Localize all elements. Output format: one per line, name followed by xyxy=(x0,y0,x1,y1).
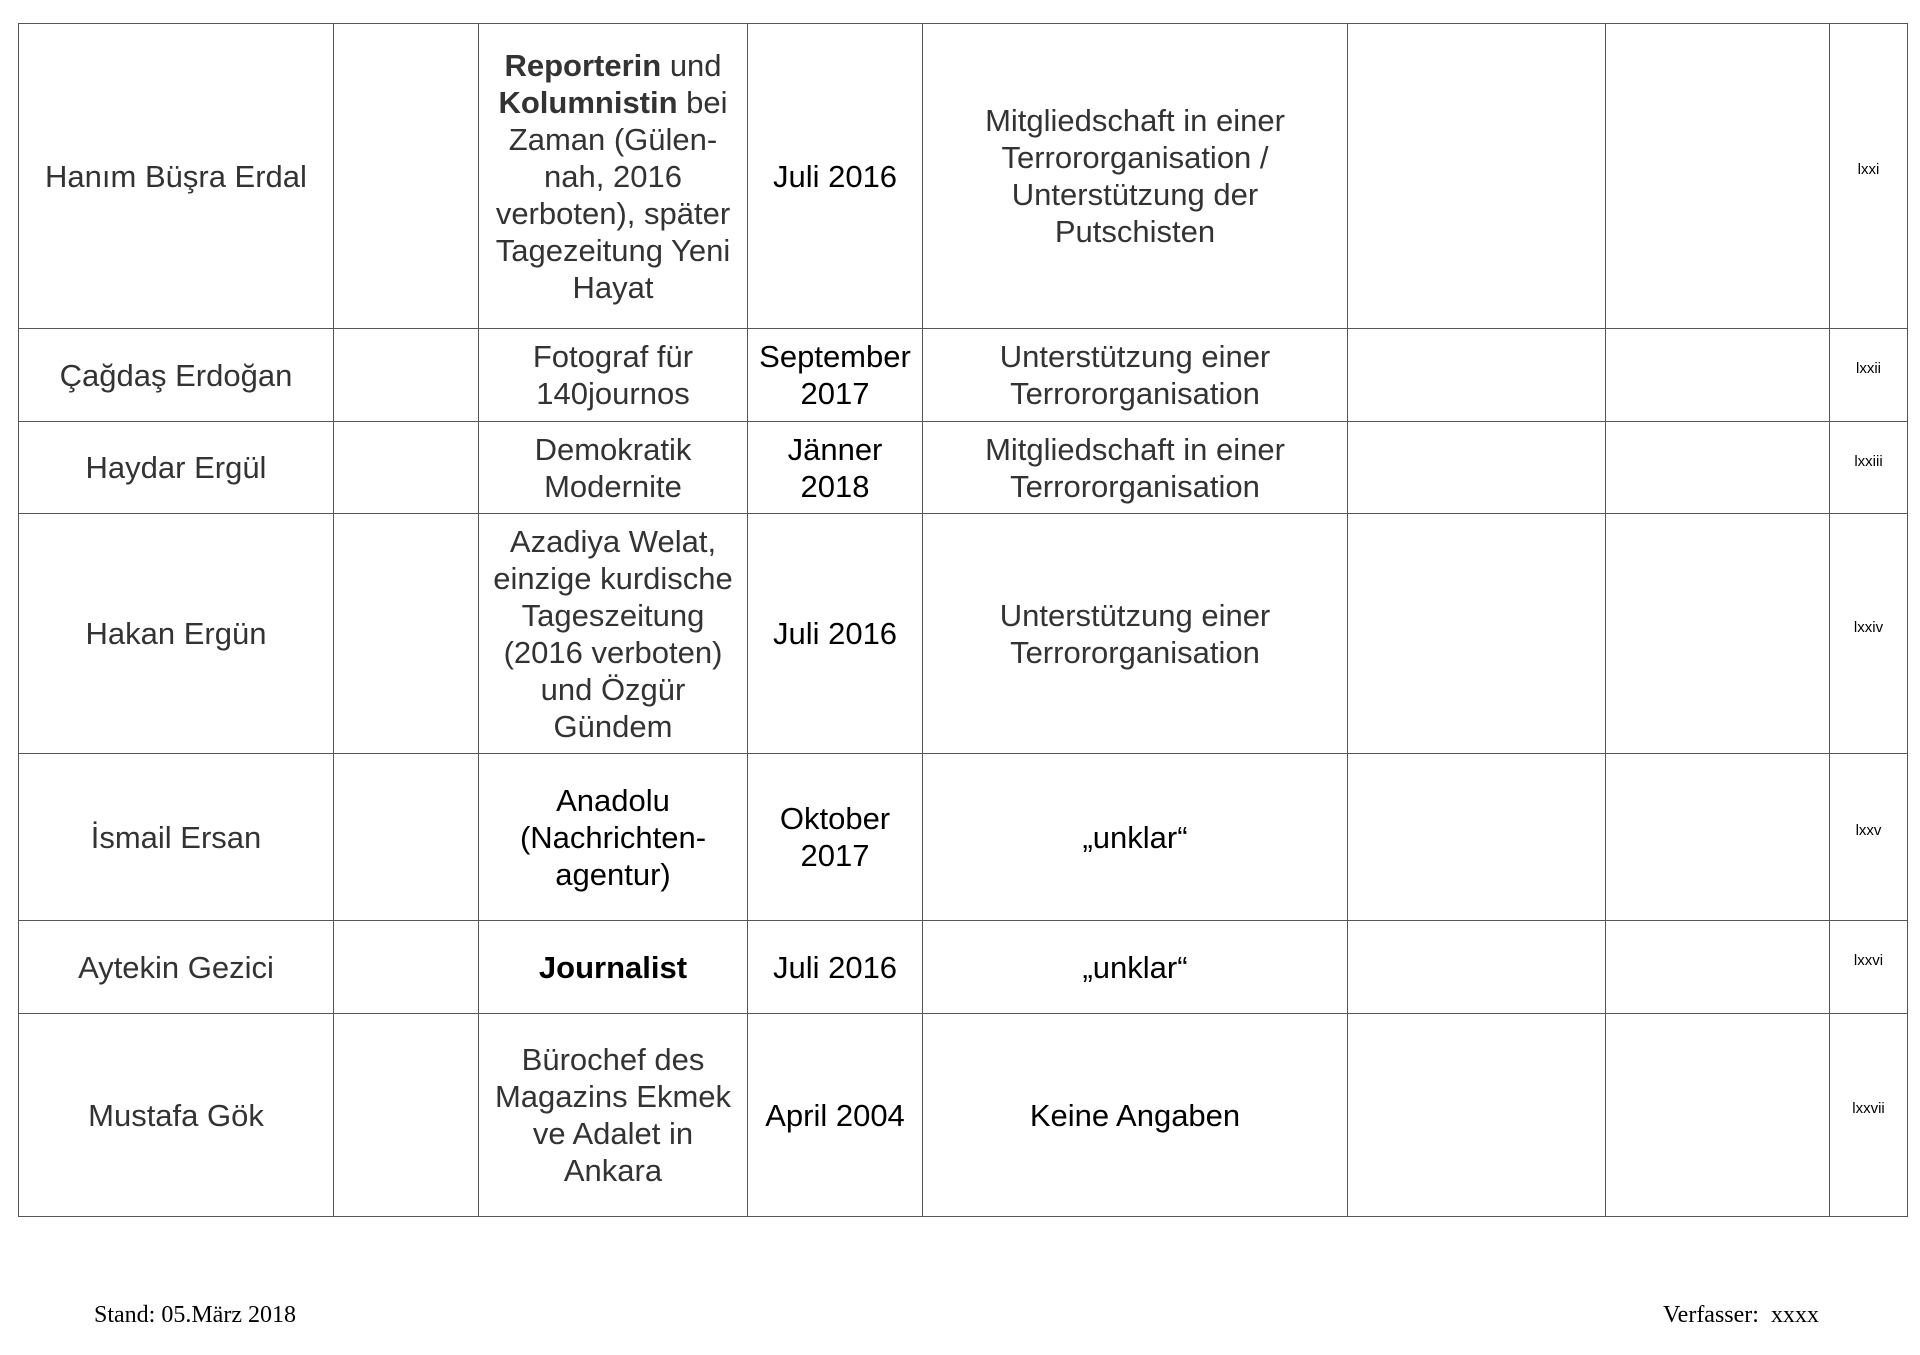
name-cell: Haydar Ergül xyxy=(18,421,334,514)
name-cell: İsmail Ersan xyxy=(18,753,334,921)
empty-cell xyxy=(1605,328,1830,422)
empty-cell xyxy=(1605,421,1830,514)
footer-author: Verfasser: xxxx xyxy=(1663,1302,1819,1328)
employer-text: Journalist xyxy=(538,949,688,985)
name-cell: Hanım Büşra Erdal xyxy=(18,23,334,329)
table-row: Haydar Ergül Demokratik Modernite Jänner 2… xyxy=(18,421,1908,514)
footnote-ref: lxxii xyxy=(1856,360,1881,377)
footnote-cell: lxxvii xyxy=(1829,1013,1908,1217)
employer-text: Kolumnistin xyxy=(498,84,678,120)
empty-cell xyxy=(333,1013,479,1217)
empty-cell xyxy=(1347,328,1606,422)
employer-text: Fotograf für 140journos xyxy=(532,339,694,411)
empty-cell xyxy=(333,421,479,514)
employer-cell: Bürochef des Magazins Ekmek ve Adalet in… xyxy=(478,1013,748,1217)
date-cell: Juli 2016 xyxy=(747,23,923,329)
empty-cell xyxy=(1605,920,1830,1014)
empty-cell xyxy=(1605,1013,1830,1217)
footnote-ref: lxxvi xyxy=(1853,952,1884,969)
empty-cell xyxy=(1347,753,1606,921)
footnote-cell: lxxii xyxy=(1829,328,1908,422)
employer-text: bei Zaman (Gülen-nah, 2016 verboten), sp… xyxy=(495,84,731,305)
empty-cell xyxy=(1347,513,1606,754)
employer-cell: Reporterin und Kolumnistin bei Zaman (Gü… xyxy=(478,23,748,329)
empty-cell xyxy=(1347,421,1606,514)
footnote-ref: lxxi xyxy=(1857,161,1880,178)
charge-cell: Unterstützung einer Terrororganisation xyxy=(922,513,1348,754)
employer-cell: Demokratik Modernite xyxy=(478,421,748,514)
footnote-cell: lxxiv xyxy=(1829,513,1908,754)
footnote-ref: lxxiv xyxy=(1853,618,1884,636)
employer-cell: Journalist xyxy=(478,920,748,1014)
date-cell: Juli 2016 xyxy=(747,920,923,1014)
employer-text: Bürochef des Magazins Ekmek ve Adalet in… xyxy=(494,1042,732,1188)
empty-cell xyxy=(1605,23,1830,329)
footnote-cell: lxxv xyxy=(1829,753,1908,921)
employer-cell: Fotograf für 140journos xyxy=(478,328,748,422)
table-row: Çağdaş Erdoğan Fotograf für 140journos Sep… xyxy=(18,328,1908,422)
footnote-ref: lxxv xyxy=(1855,822,1882,839)
date-cell: April 2004 xyxy=(747,1013,923,1217)
name-cell: Aytekin Gezici xyxy=(18,920,334,1014)
charge-cell: Unterstützung einer Terrororganisation xyxy=(922,328,1348,422)
journalists-table: Hanım Büşra Erdal Reporterin und Kolumnis… xyxy=(18,23,1908,1217)
charge-cell: Mitgliedschaft in einer Terrororganisati… xyxy=(922,23,1348,329)
empty-cell xyxy=(333,920,479,1014)
table-row: İsmail Ersan Anadolu (Nachrichten-agentur… xyxy=(18,753,1908,921)
charge-cell: „unklar“ xyxy=(922,920,1348,1014)
employer-text: Anadolu (Nachrichten-agentur) xyxy=(519,782,707,892)
charge-cell: Keine Angaben xyxy=(922,1013,1348,1217)
empty-cell xyxy=(333,23,479,329)
footnote-ref: lxxiii xyxy=(1854,452,1883,470)
footnote-cell: lxxiii xyxy=(1829,421,1908,514)
date-cell: Oktober 2017 xyxy=(747,753,923,921)
empty-cell xyxy=(1605,753,1830,921)
footnote-cell: lxxi xyxy=(1829,23,1908,329)
charge-cell: Mitgliedschaft in einer Terrororganisati… xyxy=(922,421,1348,514)
empty-cell xyxy=(1347,1013,1606,1217)
empty-cell xyxy=(333,513,479,754)
employer-cell: Azadiya Welat, einzige kurdische Tagesze… xyxy=(478,513,748,754)
empty-cell xyxy=(1347,23,1606,329)
footnote-cell: lxxvi xyxy=(1829,920,1908,1014)
empty-cell xyxy=(333,328,479,422)
charge-cell: „unklar“ xyxy=(922,753,1348,921)
table-row: Mustafa Gök Bürochef des Magazins Ekmek v… xyxy=(18,1013,1908,1217)
date-cell: September 2017 xyxy=(747,328,923,422)
footer-date: Stand: 05.März 2018 xyxy=(94,1302,296,1328)
empty-cell xyxy=(333,753,479,921)
table-row: Hakan Ergün Azadiya Welat, einzige kurdis… xyxy=(18,513,1908,754)
date-cell: Juli 2016 xyxy=(747,513,923,754)
employer-text: Azadiya Welat, einzige kurdische Tagesze… xyxy=(493,523,733,744)
date-cell: Jänner 2018 xyxy=(747,421,923,514)
employer-cell: Anadolu (Nachrichten-agentur) xyxy=(478,753,748,921)
employer-text: und xyxy=(661,47,722,83)
empty-cell xyxy=(1347,920,1606,1014)
table-row: Aytekin Gezici Journalist Juli 2016 „unklar… xyxy=(18,920,1908,1014)
table-row: Hanım Büşra Erdal Reporterin und Kolumnis… xyxy=(18,23,1908,329)
employer-text: Reporterin xyxy=(504,47,662,83)
name-cell: Hakan Ergün xyxy=(18,513,334,754)
name-cell: Çağdaş Erdoğan xyxy=(18,328,334,422)
employer-text: Demokratik Modernite xyxy=(534,431,692,504)
empty-cell xyxy=(1605,513,1830,754)
name-cell: Mustafa Gök xyxy=(18,1013,334,1217)
footnote-ref: lxxvii xyxy=(1852,1100,1885,1117)
